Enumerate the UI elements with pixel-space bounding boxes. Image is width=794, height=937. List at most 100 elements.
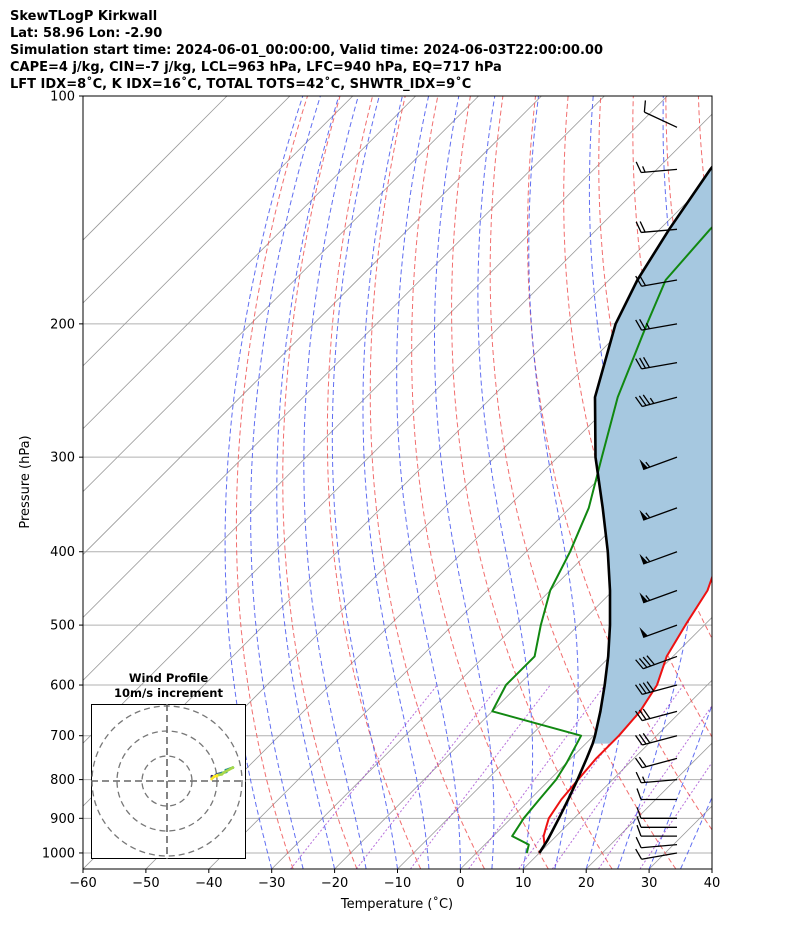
hodograph-segment xyxy=(210,775,216,781)
wind-barb xyxy=(635,275,678,287)
barb-half xyxy=(645,595,651,601)
barb-full xyxy=(638,395,647,406)
barb-shaft xyxy=(642,710,678,722)
barb-full xyxy=(642,656,652,667)
barb-shaft xyxy=(642,507,678,521)
y-tick-label: 900 xyxy=(50,812,75,827)
moist-adiabat-line xyxy=(477,96,534,869)
barb-shaft xyxy=(642,757,678,769)
barb-shaft xyxy=(642,684,678,695)
barb-full xyxy=(636,807,642,819)
dry-adiabat-line xyxy=(235,96,308,869)
barb-full xyxy=(639,318,647,330)
isotherm-line xyxy=(83,96,605,618)
barb-full xyxy=(642,394,651,405)
mixing-ratio-line xyxy=(518,684,653,869)
y-tick-label: 500 xyxy=(50,619,75,634)
barb-full xyxy=(634,684,643,695)
barb-full xyxy=(646,655,655,666)
isotherm-line xyxy=(145,302,712,869)
barb-full xyxy=(636,816,642,828)
barb-half xyxy=(645,322,650,330)
barb-half xyxy=(642,776,646,783)
dry-adiabat-line xyxy=(697,96,712,242)
barb-shaft xyxy=(642,655,678,670)
dry-adiabat-line xyxy=(489,96,677,869)
moist-adiabat-line xyxy=(396,96,461,869)
moist-adiabat-line xyxy=(711,867,712,869)
barb-shaft xyxy=(641,852,678,860)
barb-full xyxy=(635,836,642,849)
barb-full xyxy=(635,275,643,287)
barb-half xyxy=(649,397,655,404)
x-tick-label: −60 xyxy=(69,876,96,891)
barb-shaft xyxy=(642,589,678,604)
parameters-label: CAPE=4 j/kg, CIN=-7 j/kg, LCL=963 hPa, L… xyxy=(10,60,502,75)
x-axis-label: Temperature (˚C) xyxy=(340,896,453,912)
x-tick-label: −40 xyxy=(195,876,222,891)
mixing-ratio-line xyxy=(409,684,551,869)
isotherm-line xyxy=(83,96,228,241)
wind-barb xyxy=(639,456,678,471)
barb-shaft xyxy=(641,168,678,174)
hodograph-trace xyxy=(210,766,235,781)
x-tick-label: 20 xyxy=(578,876,595,891)
moist-adiabat-line xyxy=(434,96,495,869)
barb-full xyxy=(638,734,647,745)
barb-shaft xyxy=(641,323,678,331)
barb-shaft xyxy=(641,778,678,784)
cape-area xyxy=(592,167,712,744)
x-axis-ticks: −60 −50 −40 −30 −20 −10 0 10 20 30 40 xyxy=(69,869,720,891)
isotherm-line xyxy=(83,113,712,744)
mixing-ratio-lines xyxy=(290,684,712,869)
barb-full xyxy=(634,710,643,722)
parcel-line xyxy=(538,165,712,854)
x-tick-label: 0 xyxy=(456,876,464,891)
wind-barb xyxy=(636,816,677,828)
wind-barb xyxy=(635,836,678,849)
barb-full xyxy=(643,100,647,113)
dry-adiabat-line xyxy=(369,96,485,869)
wind-barb xyxy=(634,732,678,746)
wind-barb xyxy=(634,681,678,695)
barb-full xyxy=(635,319,643,331)
moist-adiabat-line xyxy=(303,96,367,869)
y-tick-label: 700 xyxy=(50,729,75,744)
x-tick-label: −50 xyxy=(132,876,159,891)
y-tick-label: 200 xyxy=(50,317,75,332)
mixing-ratio-line xyxy=(468,684,606,869)
barb-full xyxy=(634,396,643,407)
y-tick-label: 800 xyxy=(50,773,75,788)
wind-barb xyxy=(635,771,678,784)
location-label: Lat: 58.96 Lon: -2.90 xyxy=(10,26,163,41)
dry-adiabat-line xyxy=(731,96,794,869)
isotherm-line xyxy=(523,679,712,869)
y-tick-label: 300 xyxy=(50,451,75,466)
barb-half xyxy=(642,166,646,173)
barb-full xyxy=(639,357,647,369)
barb-full xyxy=(636,788,642,800)
mixing-ratio-line xyxy=(355,684,500,869)
wind-barb xyxy=(639,589,678,604)
mixing-ratio-line xyxy=(639,761,712,869)
mixing-ratio-line xyxy=(551,684,684,869)
isotherm-line xyxy=(334,491,712,869)
barb-full xyxy=(638,709,647,720)
barb-full xyxy=(635,358,643,370)
barb-full xyxy=(642,682,651,693)
temperature-line xyxy=(538,574,712,854)
barb-full xyxy=(635,659,644,670)
barb-shaft xyxy=(641,843,678,849)
barb-shaft xyxy=(642,396,678,408)
isotherm-line xyxy=(460,616,712,869)
y-tick-label: 1000 xyxy=(42,846,75,861)
barb-half xyxy=(645,556,651,563)
dry-adiabats xyxy=(235,96,794,869)
barb-full xyxy=(634,735,643,746)
chart-title: SkewTLogP Kirkwall xyxy=(10,9,158,24)
isotherm-line xyxy=(397,553,712,869)
moist-adiabat-line xyxy=(331,96,398,869)
y-axis-label: Pressure (hPa) xyxy=(18,435,33,528)
x-tick-label: −20 xyxy=(321,876,348,891)
